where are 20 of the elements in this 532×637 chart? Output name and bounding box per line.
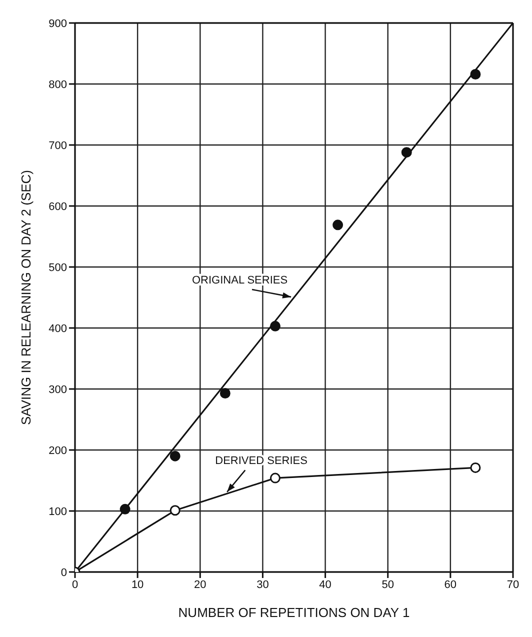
y-tick-label: 100 (48, 506, 67, 518)
x-axis-title: NUMBER OF REPETITIONS ON DAY 1 (178, 605, 410, 620)
x-tick-label: 70 (506, 578, 520, 591)
y-tick-label: 500 (48, 262, 67, 274)
y-tick-label: 0 (60, 566, 67, 579)
y-tick-label: 400 (48, 322, 67, 335)
x-tick-label: 30 (256, 578, 269, 591)
y-tick-label: 900 (48, 18, 67, 30)
x-tick-label: 0 (72, 578, 78, 591)
x-tick-label: 60 (444, 578, 457, 591)
x-tick-label: 20 (194, 578, 206, 591)
y-tick-label: 600 (48, 200, 67, 213)
y-tick-label: 200 (48, 444, 67, 457)
x-tick-label: 50 (382, 578, 394, 591)
y-axis-title: SAVING IN RELEARNING ON DAY 2 (SEC) (18, 170, 34, 425)
y-tick-label: 700 (48, 140, 67, 152)
x-tick-label: 40 (319, 578, 332, 591)
y-tick-label: 300 (48, 384, 67, 396)
x-tick-label: 10 (131, 578, 144, 591)
y-tick-label: 800 (48, 78, 67, 91)
